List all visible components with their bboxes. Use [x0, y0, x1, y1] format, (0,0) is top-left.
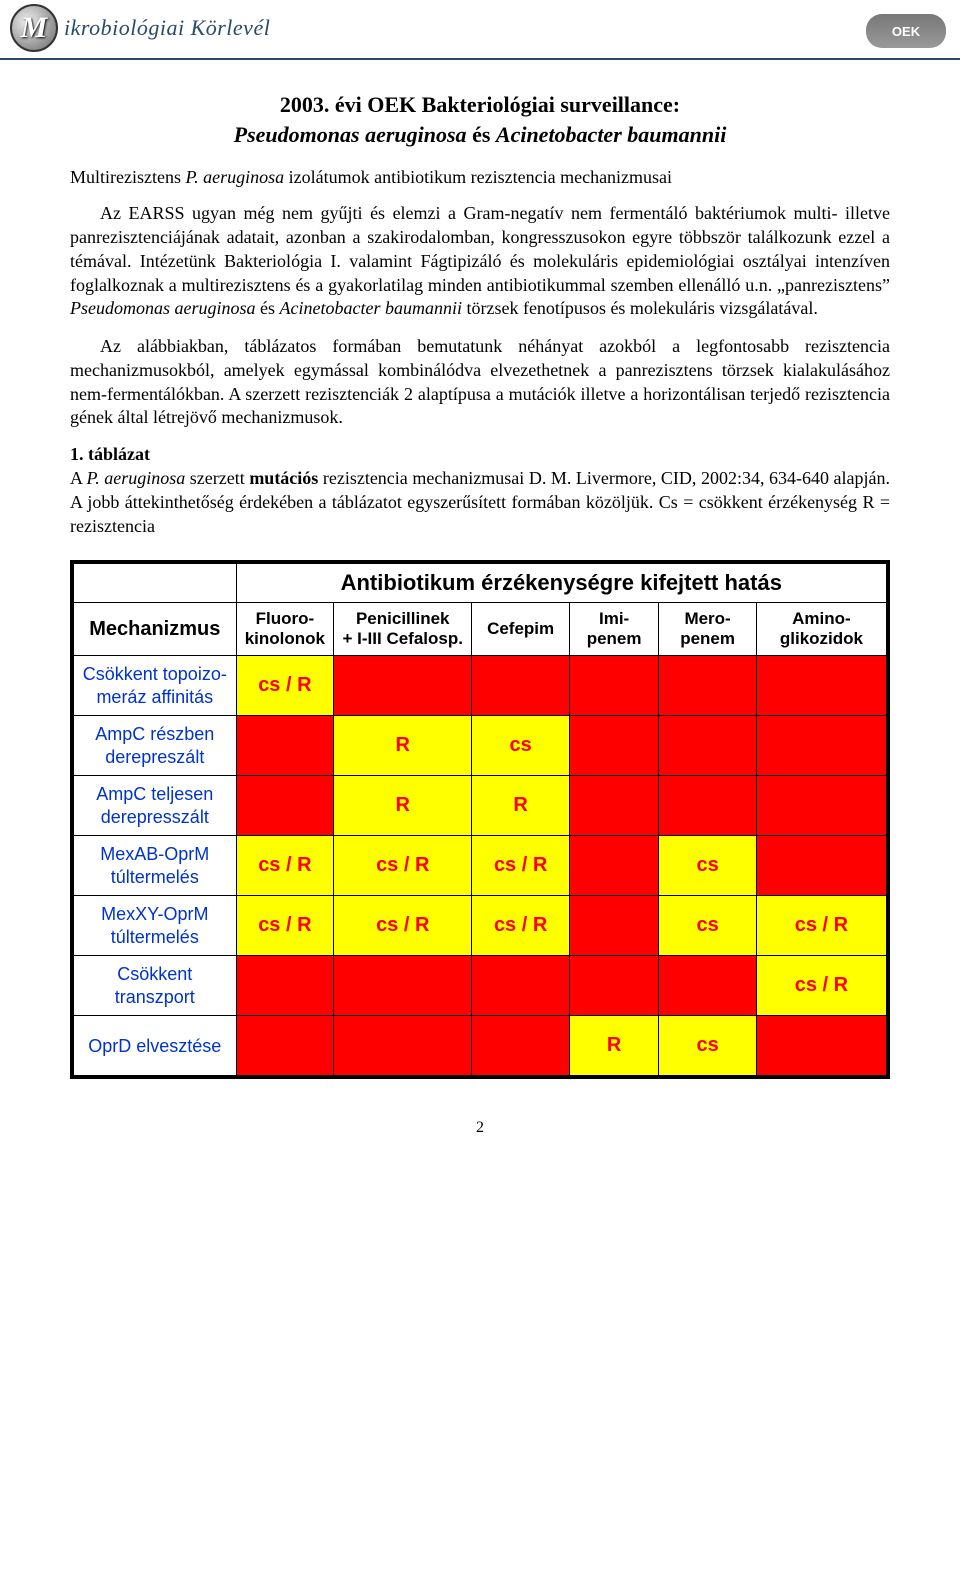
- value-cell: [569, 716, 658, 776]
- value-cell: [334, 956, 472, 1016]
- table-caption: A P. aeruginosa szerzett mutációs rezisz…: [70, 467, 890, 538]
- value-cell: cs / R: [334, 836, 472, 896]
- title-mid: és: [467, 122, 496, 147]
- title-line1: 2003. évi OEK Bakteriológiai surveillanc…: [280, 92, 680, 117]
- value-cell: [569, 956, 658, 1016]
- journal-title: ikrobiológiai Körlevél: [64, 15, 270, 41]
- journal-logo-letter: M: [21, 11, 48, 45]
- document-title: 2003. évi OEK Bakteriológiai surveillanc…: [70, 90, 890, 149]
- subheading-italic: P. aeruginosa: [185, 167, 284, 187]
- caption-pre: A: [70, 468, 87, 488]
- value-cell: [236, 716, 334, 776]
- column-header: Fluoro- kinolonok: [236, 603, 334, 656]
- paragraph-2: Az alábbiakban, táblázatos formában bemu…: [70, 335, 890, 430]
- value-cell: [659, 956, 757, 1016]
- subheading-suffix: izolátumok antibiotikum rezisztencia mec…: [284, 167, 672, 187]
- header-logo-left: M ikrobiológiai Körlevél: [10, 4, 270, 52]
- value-cell: cs: [659, 1016, 757, 1076]
- mechanism-cell: Csökkent transzport: [74, 956, 237, 1016]
- value-cell: cs / R: [756, 896, 886, 956]
- caption-bold: mutációs: [249, 468, 318, 488]
- value-cell: R: [334, 716, 472, 776]
- table-banner: Antibiotikum érzékenységre kifejtett hat…: [236, 564, 886, 603]
- value-cell: cs / R: [236, 656, 334, 716]
- value-cell: [756, 836, 886, 896]
- caption-mid: szerzett: [185, 468, 249, 488]
- value-cell: [569, 656, 658, 716]
- mechanism-cell: AmpC teljesen derepresszált: [74, 776, 237, 836]
- subheading: Multirezisztens P. aeruginosa izolátumok…: [70, 167, 890, 188]
- title-organism2: Acinetobacter baumannii: [496, 122, 726, 147]
- value-cell: [236, 1016, 334, 1076]
- value-cell: [569, 896, 658, 956]
- value-cell: cs / R: [756, 956, 886, 1016]
- value-cell: [659, 776, 757, 836]
- value-cell: cs / R: [236, 896, 334, 956]
- mechanism-cell: MexXY-OprM túltermelés: [74, 896, 237, 956]
- header-bar: M ikrobiológiai Körlevél OEK: [0, 0, 960, 60]
- value-cell: [756, 776, 886, 836]
- value-cell: R: [569, 1016, 658, 1076]
- mechanism-cell: AmpC részben derepreszált: [74, 716, 237, 776]
- para1-tail: törzsek fenotípusos és molekuláris vizsg…: [462, 298, 818, 318]
- value-cell: cs / R: [236, 836, 334, 896]
- mechanism-header: Mechanizmus: [74, 603, 237, 656]
- value-cell: [472, 656, 570, 716]
- value-cell: cs: [659, 896, 757, 956]
- value-cell: [569, 836, 658, 896]
- value-cell: cs: [659, 836, 757, 896]
- table-corner-blank: [74, 564, 237, 603]
- column-header: Penicillinek + I-III Cefalosp.: [334, 603, 472, 656]
- value-cell: [334, 656, 472, 716]
- column-header: Mero- penem: [659, 603, 757, 656]
- mechanism-cell: OprD elvesztése: [74, 1016, 237, 1076]
- resistance-table-wrap: Antibiotikum érzékenységre kifejtett hat…: [70, 560, 890, 1079]
- mechanism-cell: MexAB-OprM túltermelés: [74, 836, 237, 896]
- column-header: Imi- penem: [569, 603, 658, 656]
- value-cell: [236, 776, 334, 836]
- column-header: Cefepim: [472, 603, 570, 656]
- value-cell: [756, 716, 886, 776]
- para1-text: Az EARSS ugyan még nem gyűjti és elemzi …: [70, 203, 890, 294]
- value-cell: [236, 956, 334, 1016]
- document-content: 2003. évi OEK Bakteriológiai surveillanc…: [0, 90, 960, 1157]
- table-label: 1. táblázat: [70, 444, 890, 465]
- value-cell: [472, 956, 570, 1016]
- value-cell: [659, 716, 757, 776]
- page-number: 2: [70, 1119, 890, 1137]
- value-cell: R: [472, 776, 570, 836]
- column-header: Amino- glikozidok: [756, 603, 886, 656]
- value-cell: cs / R: [334, 896, 472, 956]
- value-cell: cs / R: [472, 836, 570, 896]
- value-cell: [334, 1016, 472, 1076]
- value-cell: R: [334, 776, 472, 836]
- mechanism-cell: Csökkent topoizo- meráz affinitás: [74, 656, 237, 716]
- value-cell: [569, 776, 658, 836]
- para1-organism1: Pseudomonas aeruginosa: [70, 298, 256, 318]
- subheading-prefix: Multirezisztens: [70, 167, 185, 187]
- para1-organism2: Acinetobacter baumannii: [280, 298, 462, 318]
- value-cell: cs: [472, 716, 570, 776]
- title-organism1: Pseudomonas aeruginosa: [234, 122, 467, 147]
- value-cell: [659, 656, 757, 716]
- value-cell: cs / R: [472, 896, 570, 956]
- right-badge-icon: OEK: [866, 14, 946, 48]
- caption-italic: P. aeruginosa: [87, 468, 186, 488]
- value-cell: [756, 1016, 886, 1076]
- journal-logo-icon: M: [10, 4, 58, 52]
- value-cell: [756, 656, 886, 716]
- resistance-table: Antibiotikum érzékenységre kifejtett hat…: [73, 563, 887, 1076]
- value-cell: [472, 1016, 570, 1076]
- para1-mid: és: [256, 298, 280, 318]
- right-badge-label: OEK: [892, 24, 920, 39]
- paragraph-1: Az EARSS ugyan még nem gyűjti és elemzi …: [70, 202, 890, 321]
